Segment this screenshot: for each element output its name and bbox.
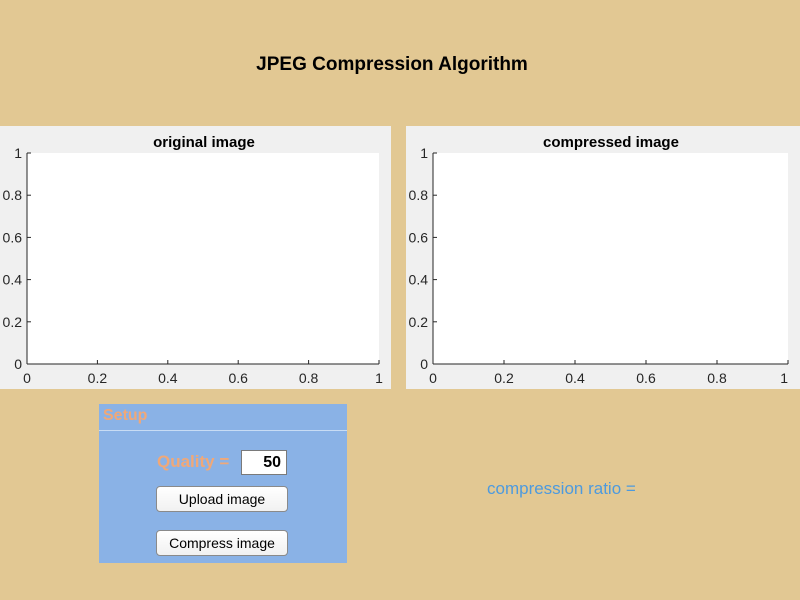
x-tick-label: 1 (375, 370, 383, 386)
upload-image-button[interactable]: Upload image (156, 486, 288, 512)
y-tick-label: 0 (14, 356, 22, 372)
x-tick-label: 0 (429, 370, 437, 386)
original-image-axes: original image 0 0.2 0.4 0.6 0.8 1 0 0.2 (0, 126, 391, 389)
original-image-plot: original image 0 0.2 0.4 0.6 0.8 1 0 0.2 (3, 134, 384, 386)
y-tick-label: 0.4 (3, 272, 23, 288)
quality-label: Quality = (157, 452, 230, 471)
compressed-y-ticks: 0 0.2 0.4 0.6 0.8 1 (409, 145, 437, 372)
x-tick-label: 0.4 (158, 370, 178, 386)
y-tick-label: 0.4 (409, 272, 429, 288)
x-tick-label: 0.6 (228, 370, 248, 386)
x-tick-label: 0.8 (707, 370, 727, 386)
y-tick-label: 0.6 (409, 229, 429, 245)
y-tick-label: 1 (420, 145, 428, 161)
y-tick-label: 0.8 (3, 187, 23, 203)
x-tick-label: 0.2 (494, 370, 514, 386)
y-tick-label: 0.6 (3, 229, 23, 245)
setup-panel-title: Setup (103, 407, 148, 424)
compression-ratio-label: compression ratio = (487, 479, 636, 498)
x-tick-label: 0.2 (88, 370, 108, 386)
original-x-ticks: 0 0.2 0.4 0.6 0.8 1 (23, 360, 383, 386)
compressed-image-axes: compressed image 0 0.2 0.4 0.6 0.8 1 0 0… (406, 126, 800, 389)
y-tick-label: 0.2 (409, 314, 429, 330)
x-tick-label: 1 (780, 370, 788, 386)
y-tick-label: 0.8 (409, 187, 429, 203)
setup-panel: Setup Quality = Upload image Compress im… (99, 404, 347, 563)
x-tick-label: 0.8 (299, 370, 319, 386)
compressed-x-ticks: 0 0.2 0.4 0.6 0.8 1 (429, 360, 789, 386)
original-plot-area (27, 153, 379, 364)
compress-image-button[interactable]: Compress image (156, 530, 288, 556)
app-title: JPEG Compression Algorithm (256, 54, 528, 75)
x-tick-label: 0.4 (565, 370, 585, 386)
original-axes-title: original image (153, 134, 255, 151)
x-tick-label: 0.6 (636, 370, 656, 386)
original-y-ticks: 0 0.2 0.4 0.6 0.8 1 (3, 145, 31, 372)
x-tick-label: 0 (23, 370, 31, 386)
compressed-plot-area (433, 153, 788, 364)
compressed-axes-title: compressed image (543, 134, 679, 151)
quality-input[interactable] (241, 450, 287, 475)
setup-divider (99, 430, 347, 431)
y-tick-label: 1 (14, 145, 22, 161)
y-tick-label: 0 (420, 356, 428, 372)
y-tick-label: 0.2 (3, 314, 23, 330)
compressed-image-plot: compressed image 0 0.2 0.4 0.6 0.8 1 0 0… (409, 134, 789, 386)
